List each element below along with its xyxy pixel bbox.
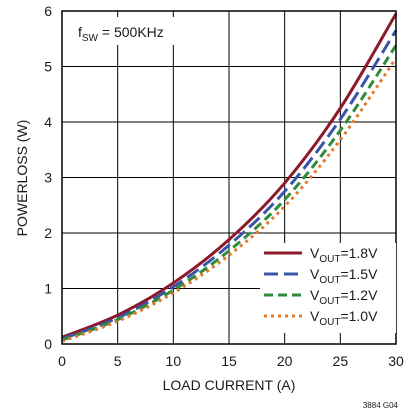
x-tick-label: 5	[114, 353, 122, 369]
y-tick-label: 2	[44, 225, 52, 241]
plot-frame	[61, 10, 397, 345]
grid	[62, 11, 396, 344]
frequency-annotation: fSW = 500KHz	[78, 24, 164, 44]
x-tick-label: 30	[388, 353, 404, 369]
frequency-annotation-box: fSW = 500KHz	[72, 17, 196, 45]
x-tick-labels: 0 5 10 15 20 25 30	[58, 353, 404, 369]
legend-label: VOUT=1.0V	[310, 308, 378, 328]
figure-id: 3884 G04	[363, 401, 399, 410]
series-line-2	[61, 29, 398, 341]
series-line-4	[61, 57, 398, 343]
y-tick-labels: 0 1 2 3 4 5 6	[44, 3, 52, 352]
y-tick-label: 1	[44, 281, 52, 297]
series-line-1	[61, 13, 398, 339]
x-tick-label: 25	[333, 353, 349, 369]
legend-box	[260, 243, 396, 333]
x-axis-label: LOAD CURRENT (A)	[163, 377, 296, 393]
legend-label: VOUT=1.2V	[310, 287, 378, 307]
y-tick-label: 4	[44, 114, 52, 130]
legend-label: VOUT=1.5V	[310, 266, 378, 286]
y-tick-label: 3	[44, 170, 52, 186]
y-tick-label: 5	[44, 59, 52, 75]
y-tick-label: 0	[44, 336, 52, 352]
x-tick-label: 15	[221, 353, 237, 369]
x-tick-label: 10	[166, 353, 182, 369]
y-tick-label: 6	[44, 3, 52, 19]
x-tick-label: 0	[58, 353, 66, 369]
y-axis-label: POWERLOSS (W)	[14, 120, 30, 237]
series-lines	[61, 13, 398, 343]
series-line-3	[61, 44, 398, 342]
x-tick-label: 20	[277, 353, 293, 369]
legend-label: VOUT=1.8V	[310, 245, 378, 265]
